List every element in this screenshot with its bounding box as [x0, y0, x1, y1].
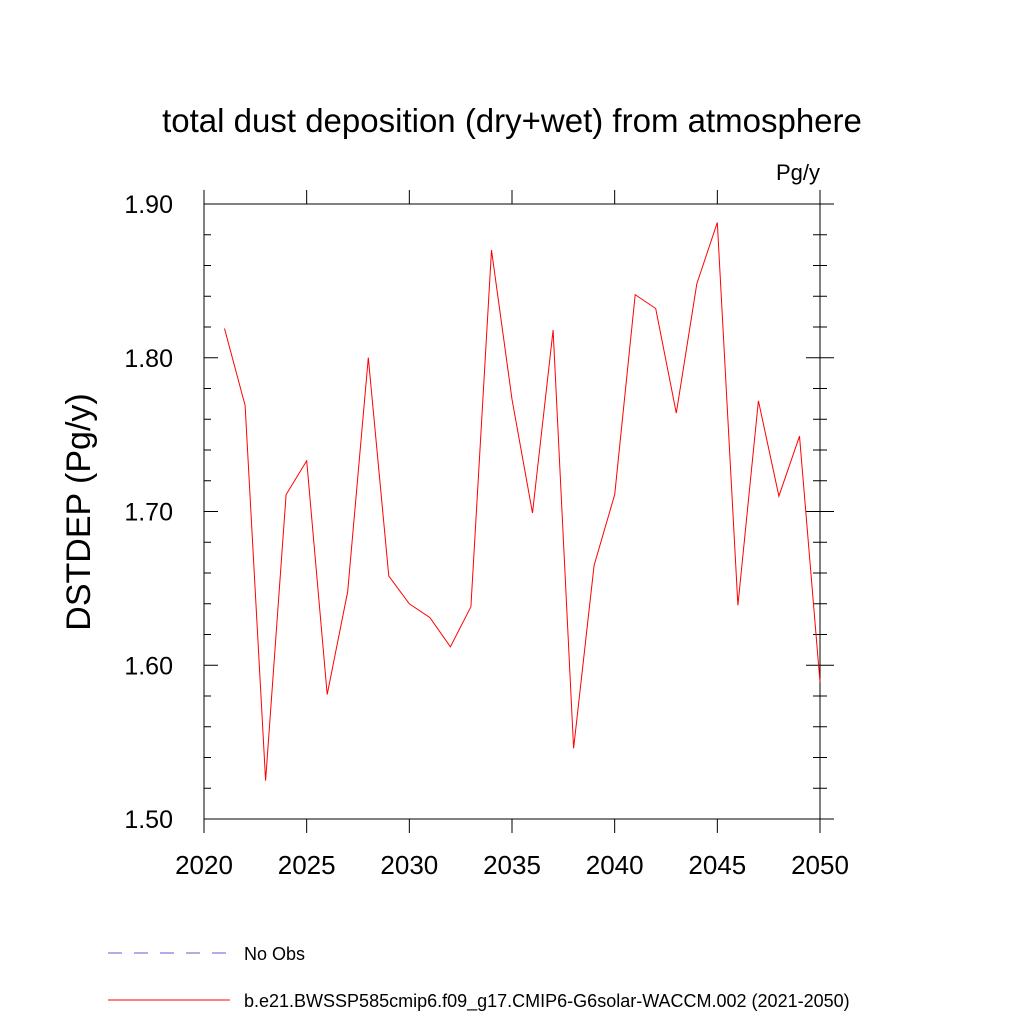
legend-label-0: No Obs	[244, 944, 305, 964]
units-label: Pg/y	[776, 160, 820, 185]
x-tick-label: 2045	[688, 850, 746, 880]
chart-title: total dust deposition (dry+wet) from atm…	[162, 102, 862, 139]
legend-label-1: b.e21.BWSSP585cmip6.f09_g17.CMIP6-G6sola…	[244, 991, 850, 1012]
x-tick-label: 2025	[278, 850, 336, 880]
y-tick-label: 1.60	[124, 652, 173, 680]
axes: 2020 2025 2030 2035 2040 2045 2050 1.50 1.60 1.70…	[124, 190, 849, 880]
y-tick-label: 1.90	[124, 191, 173, 219]
x-tick-label: 2040	[586, 850, 644, 880]
legend: No Obs b.e21.BWSSP585cmip6.f09_g17.CMIP6-…	[108, 944, 850, 1012]
x-tick-label: 2030	[380, 850, 438, 880]
y-tick-label: 1.50	[124, 806, 173, 834]
plot-frame	[203, 203, 821, 820]
x-tick-label: 2050	[791, 850, 849, 880]
series-line-0	[224, 222, 821, 781]
x-tick-label: 2035	[483, 850, 541, 880]
y-axis-label: DSTDEP (Pg/y)	[60, 393, 98, 630]
y-tick-label: 1.70	[124, 499, 173, 527]
series	[224, 222, 821, 781]
x-tick-label: 2020	[175, 850, 233, 880]
y-tick-label: 1.80	[124, 345, 173, 373]
